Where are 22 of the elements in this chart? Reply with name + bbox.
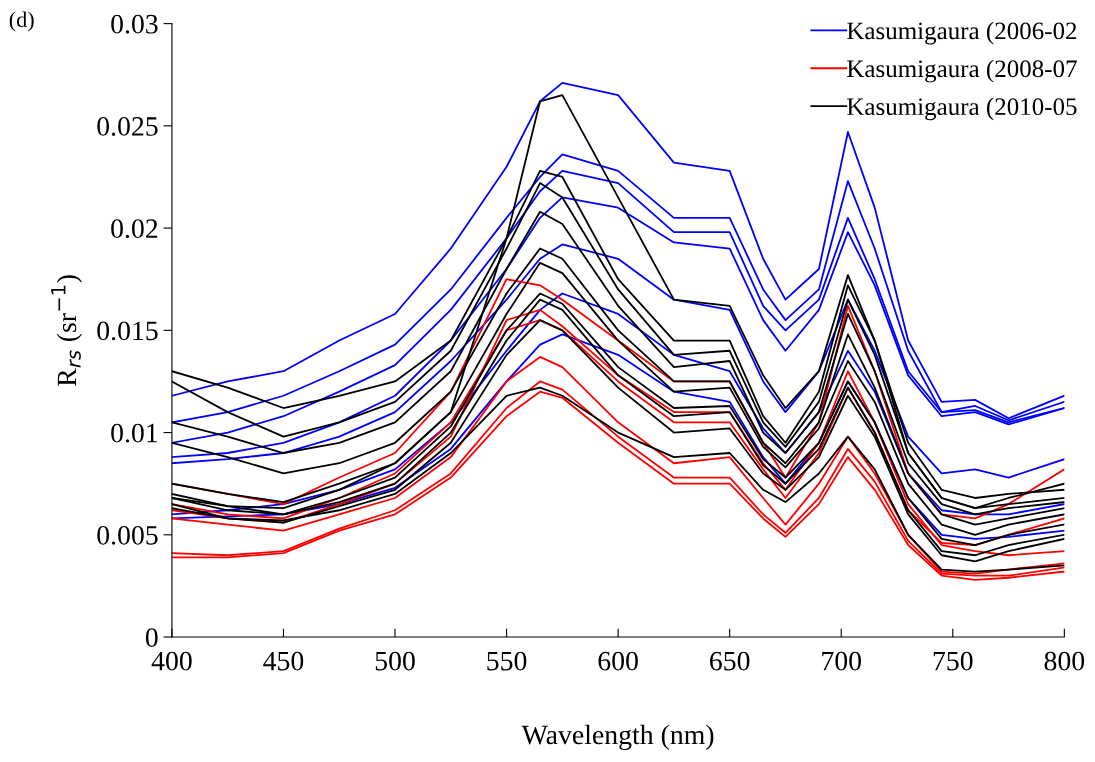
y-tick-label: 0 <box>145 628 158 647</box>
x-tick-label: 500 <box>375 651 415 671</box>
y-tick-label: 0.02 <box>111 219 158 239</box>
x-tick-label: 650 <box>710 651 750 671</box>
y-axis-title: R$_{rs}$ (sr$^{−1}$) <box>51 275 82 387</box>
text: (d) <box>9 11 34 32</box>
x-tick-label: 400 <box>151 651 192 671</box>
y-tick-label: 0.01 <box>111 423 158 443</box>
legend-label: Kasumigaura (2008-07 <box>847 59 1077 83</box>
x-tick-label: 600 <box>598 651 638 671</box>
x-tick-label: 750 <box>933 651 973 671</box>
x-tick-label: 550 <box>487 651 527 671</box>
y-tick-label: 0.015 <box>97 321 158 341</box>
x-axis-title: Wavelength (nm) <box>521 724 714 750</box>
y-tick-label: 0.03 <box>111 14 158 34</box>
x-tick-label: 800 <box>1044 651 1085 671</box>
x-tick-label: 700 <box>822 651 862 671</box>
x-tick-label: 450 <box>263 651 304 671</box>
y-tick-label: 0.005 <box>97 525 158 545</box>
legend-label: Kasumigaura (2010-05 <box>847 97 1077 121</box>
y-tick-label: 0.025 <box>97 117 158 136</box>
legend-label: Kasumigaura (2006-02 <box>847 21 1077 45</box>
